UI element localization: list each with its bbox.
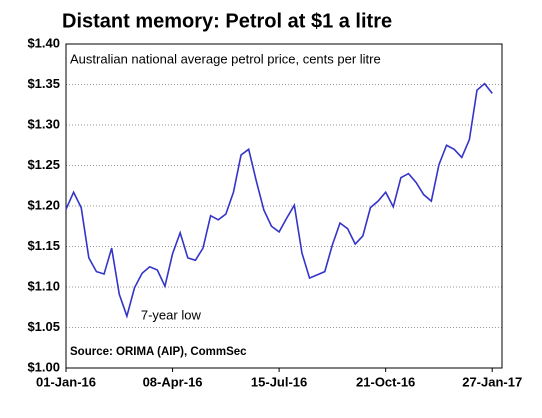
y-tick-label: $1.00 — [27, 359, 60, 374]
chart-title: Distant memory: Petrol at $1 a litre — [62, 10, 392, 32]
y-tick-label: $1.05 — [27, 319, 60, 334]
y-tick-label: $1.20 — [27, 197, 60, 212]
y-tick-label: $1.10 — [27, 278, 60, 293]
annotation: 7-year low — [141, 308, 202, 323]
y-tick-label: $1.30 — [27, 116, 60, 131]
y-tick-label: $1.35 — [27, 76, 60, 91]
x-tick-label: 08-Apr-16 — [143, 374, 203, 389]
price-line — [65, 82, 493, 319]
x-tick-label: 27-Jan-17 — [462, 374, 522, 389]
chart-subtitle: Australian national average petrol price… — [70, 51, 381, 66]
x-tick-label: 15-Jul-16 — [251, 374, 307, 389]
y-tick-label: $1.25 — [27, 157, 60, 172]
x-tick-label: 21-Oct-16 — [356, 374, 415, 389]
x-tick-label: 01-Jan-16 — [36, 374, 96, 389]
plot-frame — [65, 43, 503, 369]
y-tick-label: $1.40 — [27, 35, 60, 50]
source-note: Source: ORIMA (AIP), CommSec — [70, 346, 247, 358]
y-tick-label: $1.15 — [27, 238, 60, 253]
